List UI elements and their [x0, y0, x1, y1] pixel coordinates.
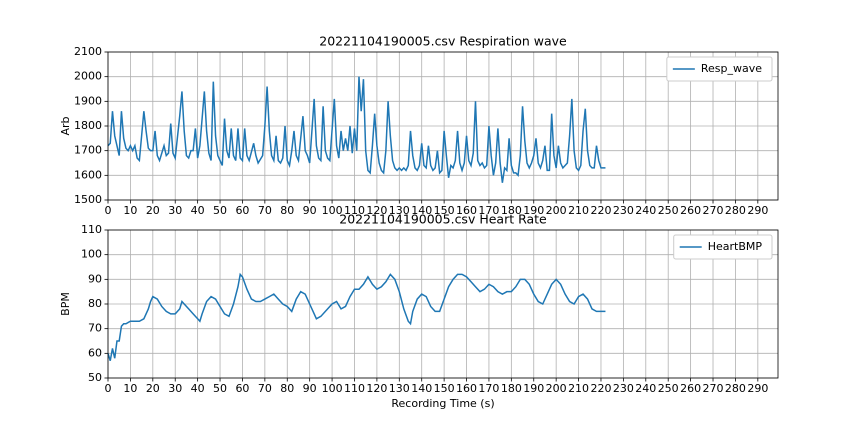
x-tick-label: 70	[258, 204, 272, 217]
y-tick-label: 2100	[74, 45, 102, 58]
x-tick-label: 60	[235, 204, 249, 217]
y-tick-label: 1600	[74, 168, 102, 181]
x-tick-label: 260	[680, 382, 701, 395]
y-tick-label: 1800	[74, 119, 102, 132]
x-tick-label: 200	[546, 204, 567, 217]
plot-frame	[107, 51, 779, 201]
x-tick-label: 110	[344, 382, 365, 395]
x-tick-label: 290	[747, 204, 768, 217]
x-tick-label: 240	[635, 204, 656, 217]
y-tick-label: 80	[88, 297, 102, 310]
chart-title: 20221104190005.csv Respiration wave	[319, 34, 567, 49]
x-tick-label: 270	[703, 204, 724, 217]
x-tick-label: 20	[146, 382, 160, 395]
legend: Resp_wave	[666, 56, 773, 82]
y-tick-label: 70	[88, 322, 102, 335]
x-tick-label: 70	[258, 382, 272, 395]
x-tick-label: 210	[568, 204, 589, 217]
x-tick-label: 30	[168, 382, 182, 395]
y-tick-label: 100	[81, 248, 102, 261]
data-line	[107, 76, 606, 183]
x-tick-label: 280	[725, 382, 746, 395]
x-tick-label: 160	[456, 204, 477, 217]
x-tick-label: 280	[725, 204, 746, 217]
legend-label: HeartBMP	[708, 240, 763, 253]
y-tick-label: 60	[88, 346, 102, 359]
x-tick-label: 210	[568, 382, 589, 395]
x-tick-label: 10	[123, 382, 137, 395]
x-tick-label: 190	[523, 382, 544, 395]
y-axis-label: Arb	[59, 116, 72, 135]
x-tick-label: 270	[703, 382, 724, 395]
data-line	[107, 272, 606, 361]
x-tick-label: 60	[235, 382, 249, 395]
x-tick-label: 160	[456, 382, 477, 395]
y-tick-label: 90	[88, 272, 102, 285]
x-tick-label: 150	[434, 382, 455, 395]
x-tick-label: 0	[105, 382, 112, 395]
x-tick-label: 130	[389, 204, 410, 217]
x-tick-label: 200	[546, 382, 567, 395]
legend: HeartBMP	[673, 234, 773, 260]
x-tick-label: 80	[280, 382, 294, 395]
x-tick-label: 80	[280, 204, 294, 217]
x-tick-label: 260	[680, 204, 701, 217]
x-tick-label: 0	[105, 204, 112, 217]
x-axis-label: Recording Time (s)	[391, 397, 494, 410]
y-tick-label: 1900	[74, 94, 102, 107]
y-axis-label: BPM	[59, 292, 72, 316]
plot-frame	[107, 229, 779, 379]
x-tick-label: 30	[168, 204, 182, 217]
x-tick-label: 230	[613, 204, 634, 217]
x-tick-label: 40	[191, 382, 205, 395]
x-tick-label: 230	[613, 382, 634, 395]
x-tick-label: 290	[747, 382, 768, 395]
x-tick-label: 10	[123, 204, 137, 217]
y-tick-label: 1500	[74, 193, 102, 206]
x-tick-label: 220	[590, 204, 611, 217]
x-tick-label: 120	[366, 204, 387, 217]
x-tick-label: 250	[658, 382, 679, 395]
x-tick-label: 100	[322, 204, 343, 217]
x-tick-label: 140	[411, 204, 432, 217]
x-tick-label: 240	[635, 382, 656, 395]
legend-box	[673, 234, 773, 260]
x-tick-label: 20	[146, 204, 160, 217]
x-tick-label: 180	[501, 382, 522, 395]
y-tick-label: 50	[88, 371, 102, 384]
x-tick-label: 220	[590, 382, 611, 395]
x-tick-label: 150	[434, 204, 455, 217]
x-tick-label: 170	[478, 204, 499, 217]
x-tick-label: 50	[213, 382, 227, 395]
x-tick-label: 120	[366, 382, 387, 395]
y-tick-label: 110	[81, 223, 102, 236]
x-tick-label: 40	[191, 204, 205, 217]
x-tick-label: 90	[303, 382, 317, 395]
legend-box	[666, 56, 773, 82]
legend-label: Resp_wave	[701, 62, 762, 75]
x-tick-label: 130	[389, 382, 410, 395]
x-tick-label: 170	[478, 382, 499, 395]
x-tick-label: 50	[213, 204, 227, 217]
x-tick-label: 190	[523, 204, 544, 217]
x-tick-label: 180	[501, 204, 522, 217]
y-tick-label: 2000	[74, 70, 102, 83]
x-tick-label: 100	[322, 382, 343, 395]
x-tick-label: 140	[411, 382, 432, 395]
y-tick-label: 1700	[74, 144, 102, 157]
x-tick-label: 90	[303, 204, 317, 217]
chart-title: 20221104190005.csv Heart Rate	[339, 212, 547, 227]
x-tick-label: 110	[344, 204, 365, 217]
x-tick-label: 250	[658, 204, 679, 217]
